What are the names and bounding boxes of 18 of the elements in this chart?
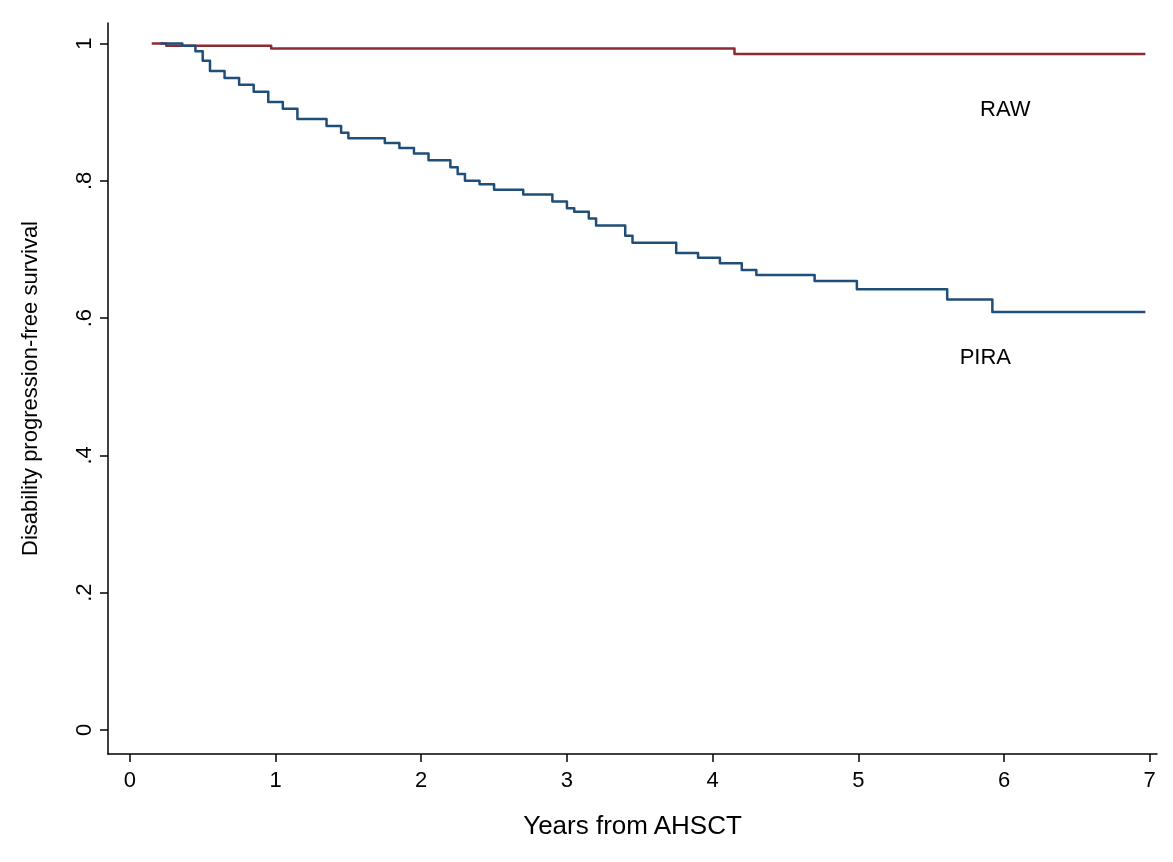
y-tick-label: 1 (70, 37, 96, 50)
series-label: PIRA (959, 344, 1012, 370)
y-tick-label: .4 (70, 446, 96, 465)
x-tick-label: 0 (123, 766, 136, 792)
x-tick-label: 4 (706, 766, 719, 792)
x-tick-label: 7 (1143, 766, 1156, 792)
x-tick-label: 5 (852, 766, 865, 792)
y-axis-title: Disability progression-free survival (16, 220, 42, 557)
x-axis-title: Years from AHSCT (523, 810, 742, 840)
y-tick-label: .2 (70, 583, 96, 602)
y-tick-label: .8 (70, 171, 96, 191)
series-label: RAW (980, 96, 1031, 122)
x-tick-label: 3 (560, 766, 574, 792)
x-tick-label: 1 (269, 766, 282, 792)
x-tick-label: 2 (415, 766, 428, 792)
x-tick-label: 6 (997, 766, 1011, 792)
y-tick-label: .6 (70, 308, 96, 328)
y-tick-label: 0 (70, 723, 96, 737)
